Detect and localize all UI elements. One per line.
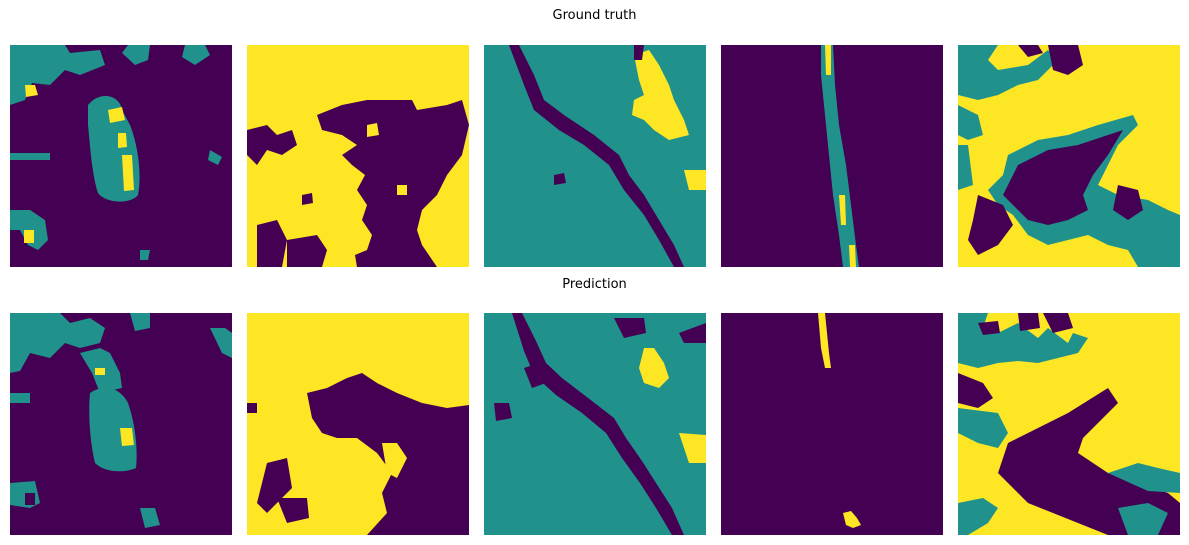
prediction-panel-4 [721,313,943,535]
prediction-panel-2 [247,313,469,535]
ground-truth-panel-5 [958,45,1180,267]
ground-truth-panel-2 [247,45,469,267]
prediction-title: Prediction [562,277,627,292]
ground-truth-panel-1 [10,45,232,267]
prediction-panel-3 [484,313,706,535]
ground-truth-title: Ground truth [552,8,637,23]
prediction-panel-5 [958,313,1180,535]
prediction-panel-1 [10,313,232,535]
ground-truth-panel-4 [721,45,943,267]
ground-truth-panel-3 [484,45,706,267]
